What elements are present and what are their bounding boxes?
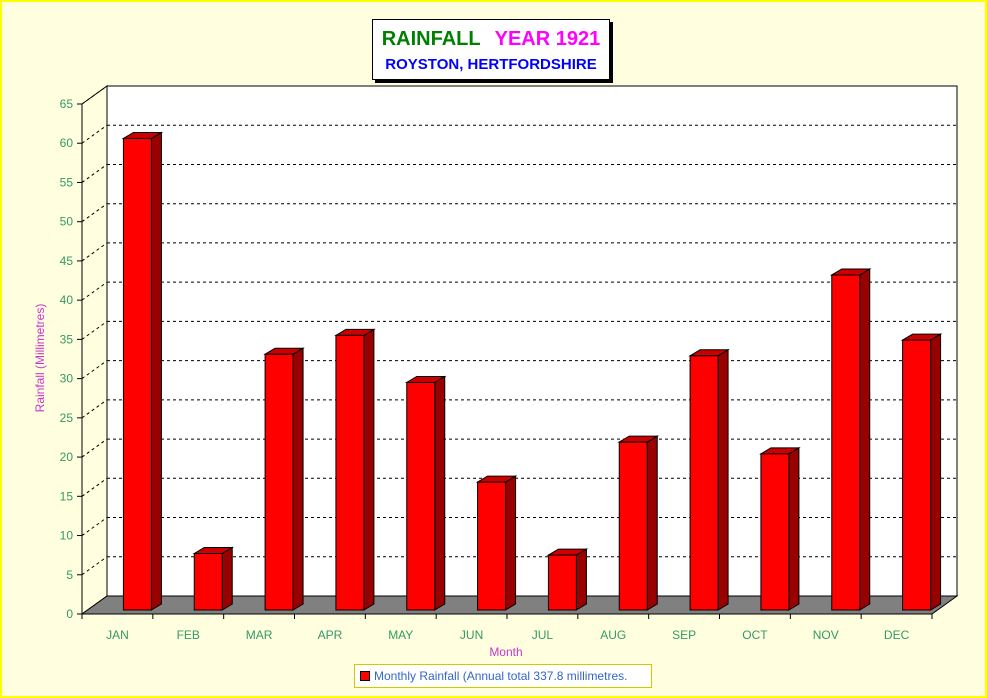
bar <box>902 339 932 611</box>
bar <box>760 453 790 611</box>
chart-title-year: YEAR 1921 <box>494 28 601 50</box>
gridline-depth <box>81 320 108 340</box>
x-tick-label: FEB <box>177 628 200 642</box>
bar <box>547 554 577 611</box>
bar-side <box>930 333 942 611</box>
gridline-depth <box>81 124 108 144</box>
y-tick-label: 40 <box>60 293 74 307</box>
y-tick-label: 30 <box>60 372 74 386</box>
gridline-depth <box>81 164 108 183</box>
bar <box>831 274 861 611</box>
x-tick-label: SEP <box>672 628 696 642</box>
y-tick-label: 65 <box>60 97 74 111</box>
bar-side <box>292 347 304 611</box>
gridline-depth <box>81 477 108 497</box>
bar <box>618 441 648 611</box>
y-tick-label: 10 <box>60 529 74 543</box>
x-tick-label: JAN <box>106 628 129 642</box>
chart-title-box: RAINFALL YEAR 1921 ROYSTON, HERTFORDSHIRE <box>372 19 610 80</box>
bar-side <box>788 446 800 611</box>
bar <box>689 355 719 611</box>
legend-swatch <box>360 671 370 681</box>
y-tick-label: 5 <box>66 568 73 582</box>
bar-side <box>221 546 233 611</box>
bar-side <box>434 375 446 611</box>
x-tick-label: OCT <box>742 628 768 642</box>
x-tick-label: MAR <box>246 628 273 642</box>
x-axis-title: Month <box>489 645 522 659</box>
y-tick-label: 35 <box>60 332 74 346</box>
x-tick-label: DEC <box>884 628 910 642</box>
x-tick-label: MAY <box>388 628 413 642</box>
chart-legend: Monthly Rainfall (Annual total 337.8 mil… <box>354 664 652 688</box>
gridline-depth <box>81 517 108 536</box>
chart-title-line: RAINFALL YEAR 1921 <box>373 28 609 51</box>
x-tick-label: AUG <box>600 628 626 642</box>
y-tick-label: 20 <box>60 450 74 464</box>
y-tick-label: 45 <box>60 254 74 268</box>
chart-subtitle: ROYSTON, HERTFORDSHIRE <box>385 56 597 73</box>
bar-side <box>575 548 587 611</box>
gridline-depth <box>81 203 108 223</box>
bar-side <box>717 348 729 611</box>
gridline-depth <box>81 438 108 458</box>
gridline-depth <box>81 399 108 419</box>
bar <box>477 481 507 611</box>
bar <box>406 381 436 611</box>
bar <box>122 137 152 611</box>
bar <box>193 553 223 611</box>
y-tick-label: 60 <box>60 136 74 150</box>
bar-side <box>646 435 658 611</box>
gridline-depth <box>81 242 108 262</box>
gridline-depth <box>81 556 108 576</box>
legend-label: Monthly Rainfall (Annual total 337.8 mil… <box>374 669 628 683</box>
chart-title: RAINFALL <box>381 28 481 50</box>
bar-side <box>859 268 871 611</box>
gridline-depth <box>81 281 108 301</box>
bar-side <box>505 475 517 611</box>
bar <box>264 353 294 611</box>
plot-back-wall <box>106 85 958 597</box>
gridline-depth <box>81 85 108 105</box>
y-tick-label: 15 <box>60 489 74 503</box>
bar <box>335 334 365 611</box>
plot-left-wall <box>81 85 108 615</box>
x-tick-label: JUN <box>460 628 483 642</box>
x-tick-label: APR <box>318 628 343 642</box>
bar-side <box>150 131 162 611</box>
y-tick-label: 50 <box>60 215 74 229</box>
y-tick-label: 0 <box>66 607 73 621</box>
bar-side <box>363 328 375 611</box>
y-axis-title: Rainfall (Millimetres) <box>33 304 47 413</box>
y-tick-label: 55 <box>60 175 74 189</box>
y-tick-label: 25 <box>60 411 74 425</box>
x-tick-label: JUL <box>532 628 554 642</box>
gridline-depth <box>81 360 108 380</box>
x-tick-label: NOV <box>813 628 839 642</box>
